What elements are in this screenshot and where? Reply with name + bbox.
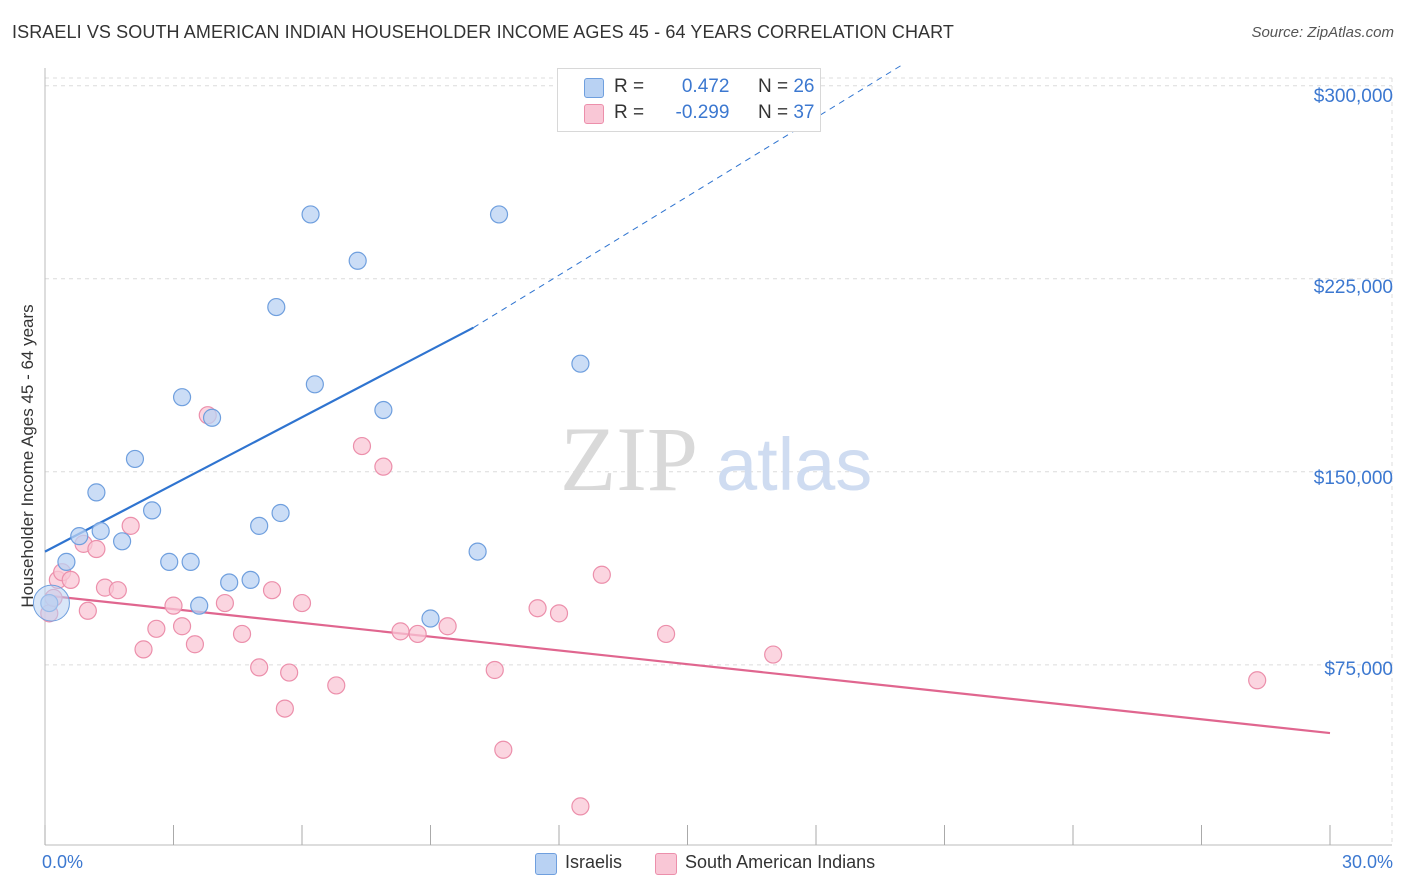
sai-point	[262, 581, 282, 600]
sai-point	[164, 596, 183, 615]
sai-point	[275, 699, 294, 718]
sai-point	[327, 676, 346, 695]
israelis-point	[91, 521, 110, 541]
r-label: R =	[614, 102, 645, 123]
israelis-point	[202, 408, 222, 427]
n-value: 37	[793, 102, 815, 123]
sai-point	[134, 640, 153, 659]
sai-point	[147, 619, 166, 638]
x-tick-max: 30.0%	[1341, 852, 1393, 872]
sai-point	[408, 624, 427, 644]
israelis-point	[489, 205, 509, 224]
correlation-legend: R = 0.472 N = 26 R = -0.299 N = 37	[557, 68, 821, 132]
n-value: 26	[793, 76, 815, 97]
legend-item-sai: South American Indians	[655, 852, 876, 875]
r-value: 0.472	[681, 76, 730, 97]
sai-point	[352, 436, 372, 456]
israelis-point	[172, 388, 192, 407]
israelis-swatch	[535, 853, 557, 875]
sai-point	[391, 622, 410, 641]
y-axis-label: Householder Income Ages 45 - 64 years	[18, 304, 37, 608]
israelis-point	[160, 552, 179, 571]
sai-swatch	[655, 853, 678, 875]
r-value: -0.299	[675, 102, 730, 123]
israelis-point	[468, 542, 487, 561]
sai-point	[185, 635, 205, 654]
israelis-point	[271, 503, 290, 523]
sai-point	[61, 570, 80, 590]
series-legend: Israelis South American Indians	[535, 852, 903, 875]
legend-item-israelis: Israelis	[535, 852, 623, 875]
israelis-point	[112, 532, 132, 551]
sai-point	[121, 516, 140, 535]
israelis-point	[70, 527, 89, 546]
sai-point	[280, 663, 299, 682]
sai-point	[292, 593, 312, 613]
sai-point	[250, 658, 269, 677]
sai-point	[571, 797, 590, 816]
y-tick-label: $225,000	[1313, 277, 1393, 298]
sai-point	[78, 601, 97, 620]
r-label: R =	[614, 76, 645, 97]
israelis-point	[301, 205, 320, 224]
y-tick-label: $300,000	[1313, 86, 1393, 107]
x-tick-min: 0.0%	[42, 852, 84, 872]
israelis-point	[305, 375, 324, 394]
legend-label: Israelis	[565, 852, 623, 872]
sai-point	[549, 604, 569, 623]
israelis-trend-extension	[473, 64, 902, 329]
sai-swatch	[584, 104, 604, 124]
sai-point	[764, 645, 783, 664]
legend-label: South American Indians	[685, 852, 876, 872]
sai-point	[108, 581, 127, 600]
israelis-point	[374, 400, 393, 420]
n-label: N =	[757, 76, 789, 97]
israelis-point-cluster	[32, 584, 70, 622]
israelis-point	[181, 552, 200, 571]
n-label: N =	[757, 102, 789, 123]
sai-point	[172, 617, 192, 636]
watermark: ZIP atlas	[560, 408, 872, 510]
sai-point	[592, 565, 611, 584]
israelis-swatch	[584, 78, 604, 98]
sai-point	[215, 593, 234, 613]
source-note: Source: ZipAtlas.com	[1251, 24, 1394, 41]
sai-point	[374, 457, 393, 476]
sai-point	[656, 624, 676, 644]
sai-point	[1248, 671, 1267, 690]
chart-title: ISRAELI VS SOUTH AMERICAN INDIAN HOUSEHO…	[12, 22, 955, 42]
sai-point	[485, 660, 504, 680]
israelis-trend-line	[44, 326, 474, 553]
sai-point	[87, 539, 106, 559]
y-tick-label: $150,000	[1313, 468, 1393, 489]
israelis-point	[142, 501, 162, 520]
israelis-point	[57, 552, 76, 571]
sai-point	[232, 624, 252, 644]
israelis-point	[125, 449, 145, 469]
israelis-point	[87, 483, 106, 502]
y-tick-label: $75,000	[1324, 659, 1393, 680]
israelis-point	[421, 609, 440, 628]
sai-trend-line	[44, 594, 1331, 735]
sai-point	[528, 599, 547, 618]
sai-point	[494, 740, 513, 759]
trend-lines	[44, 64, 1331, 735]
israelis-point	[348, 251, 367, 270]
israelis-point	[190, 596, 209, 615]
axes	[44, 68, 1392, 846]
data-points	[32, 205, 1267, 816]
israelis-point	[241, 570, 260, 590]
israelis-point	[250, 516, 269, 535]
israelis-point	[571, 354, 590, 373]
watermark-zip: ZIP	[560, 408, 698, 510]
israelis-point	[220, 573, 239, 592]
sai-point	[438, 617, 457, 636]
israelis-point	[267, 297, 286, 317]
watermark-atlas: atlas	[716, 423, 872, 506]
